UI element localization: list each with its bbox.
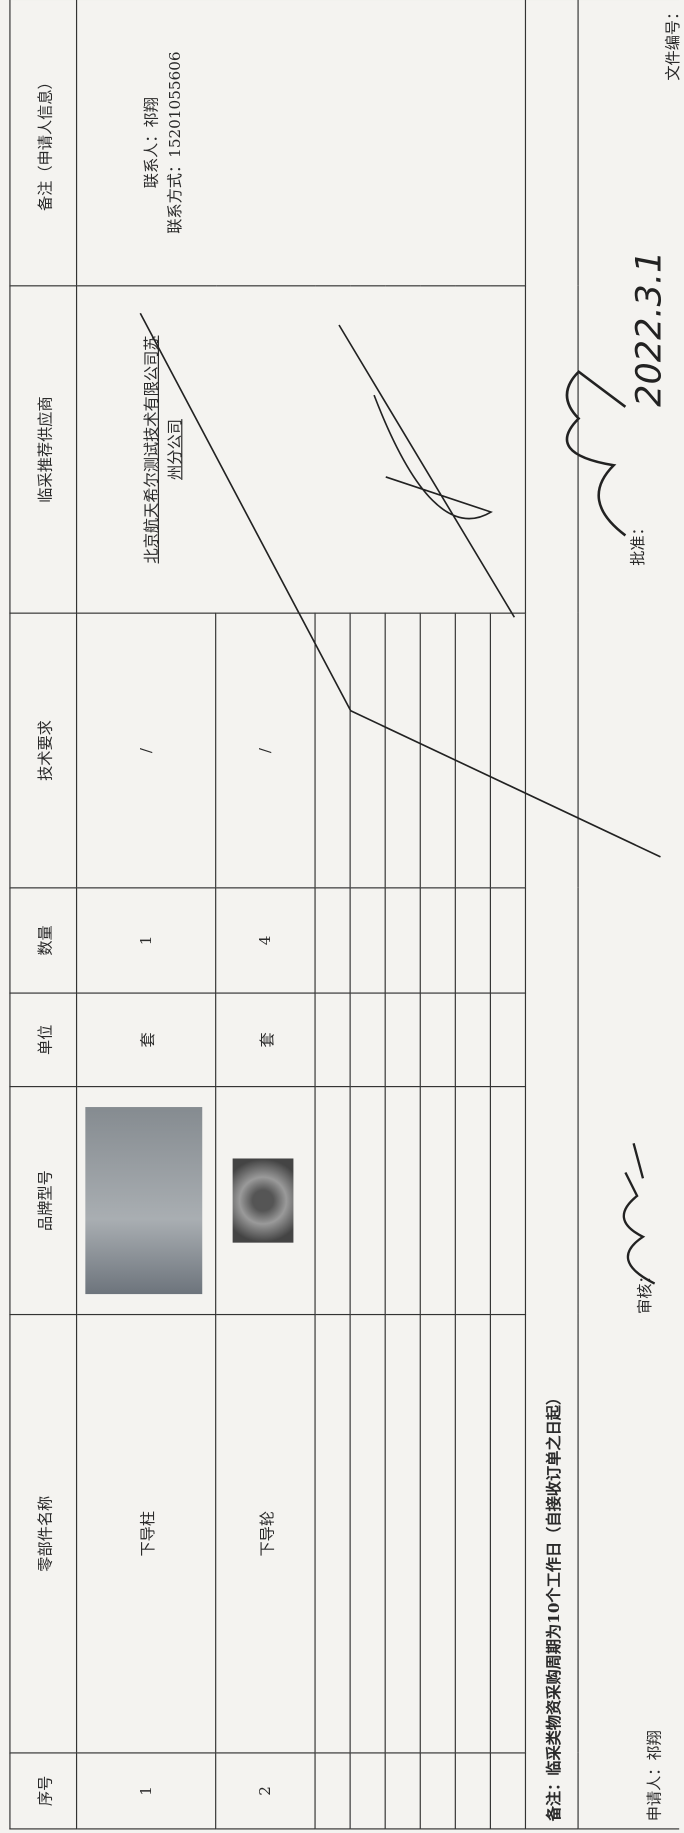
strike-line xyxy=(338,324,516,618)
approver-signature xyxy=(565,370,627,537)
handwritten-date: 2022.3.1 xyxy=(628,251,669,407)
strike-line xyxy=(139,312,661,858)
reviewer-signature xyxy=(622,1142,656,1285)
